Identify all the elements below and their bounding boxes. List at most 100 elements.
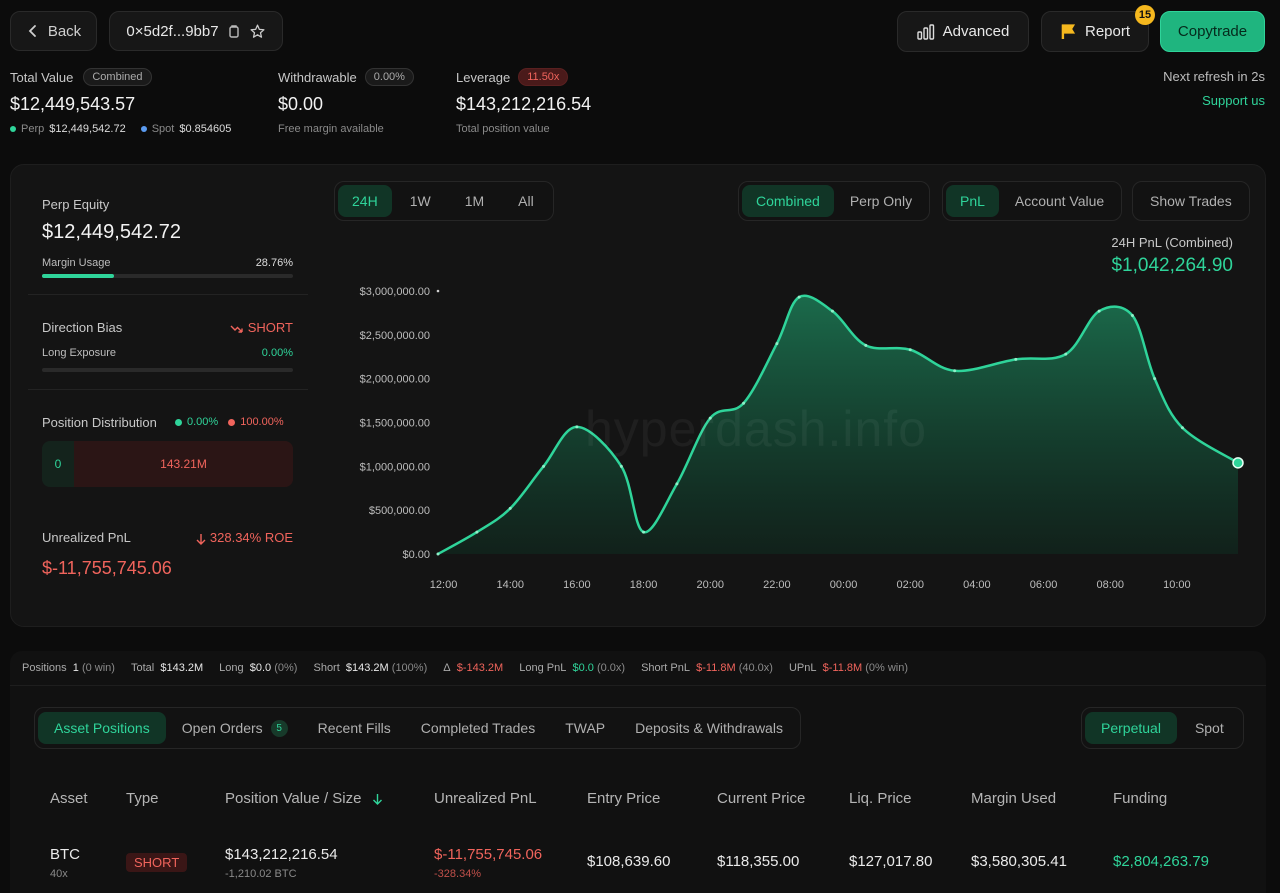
tab-asset-positions[interactable]: Asset Positions	[38, 712, 166, 744]
data-point	[475, 530, 479, 534]
y-axis-marker	[436, 289, 440, 293]
row-entry-price: $108,639.60	[587, 853, 671, 870]
tab-pnl[interactable]: PnL	[946, 185, 999, 217]
data-point	[1097, 309, 1101, 313]
bar-chart-icon	[916, 23, 934, 40]
col-position-value-label: Position Value / Size	[225, 790, 362, 807]
tab-perp-only[interactable]: Perp Only	[849, 193, 913, 209]
perp-equity-value: $12,449,542.72	[42, 221, 182, 243]
spot-value: $0.854605	[179, 123, 232, 135]
perp-value: $12,449,542.72	[49, 123, 126, 135]
long-exposure-label: Long Exposure	[42, 347, 116, 359]
data-point	[1064, 352, 1068, 356]
withdrawable-pill: 0.00%	[364, 68, 414, 86]
tab-all[interactable]: All	[518, 193, 534, 209]
range-tabs: 24H 1W 1M All	[334, 181, 554, 221]
margin-usage-label: Margin Usage	[42, 257, 111, 269]
flag-icon	[1061, 24, 1076, 39]
withdrawable-block: Withdrawable 0.00% $0.00 Free margin ava…	[278, 68, 414, 135]
y-tick-label: $500,000.00	[369, 505, 430, 517]
tab-perpetual[interactable]: Perpetual	[1085, 712, 1177, 744]
x-tick-label: 16:00	[563, 579, 591, 591]
stat-short-label: Short	[313, 662, 340, 674]
position-dist-legend: 0.00% 100.00%	[175, 416, 284, 428]
total-value: $12,449,543.57	[10, 94, 136, 114]
row-asset: BTC	[50, 846, 80, 863]
col-margin-used[interactable]: Margin Used	[971, 790, 1057, 807]
col-unrealized-pnl[interactable]: Unrealized PnL	[434, 790, 537, 807]
tab-deposits-withdrawals[interactable]: Deposits & Withdrawals	[635, 720, 783, 736]
col-current-price[interactable]: Current Price	[717, 790, 806, 807]
data-point	[508, 506, 512, 510]
tab-recent-fills[interactable]: Recent Fills	[317, 720, 391, 736]
leverage-block: Leverage 11.50x $143,212,216.54 Total po…	[456, 68, 591, 135]
x-tick-label: 22:00	[763, 579, 791, 591]
col-entry-price[interactable]: Entry Price	[587, 790, 661, 807]
data-point	[436, 552, 440, 556]
data-point	[575, 425, 579, 429]
stat-shortpnl-label: Short PnL	[641, 662, 690, 674]
sort-desc-icon	[372, 794, 382, 806]
col-asset[interactable]: Asset	[50, 790, 88, 807]
tab-spot[interactable]: Spot	[1194, 720, 1224, 736]
stat-long-value: $0.0	[249, 662, 272, 674]
next-refresh: Next refresh in 2s	[1163, 69, 1265, 84]
show-trades-button[interactable]: Show Trades	[1150, 193, 1232, 209]
stat-delta-value: $-143.2M	[456, 662, 504, 674]
back-label: Back	[47, 22, 82, 40]
stat-upnl-note: (0% win)	[865, 662, 909, 674]
row-funding: $2,804,263.79	[1113, 853, 1209, 870]
direction-bias-label: Direction Bias	[42, 320, 123, 335]
support-link[interactable]: Support us	[1202, 93, 1265, 108]
stat-positions: Positions 1 (0 win)	[22, 662, 115, 674]
data-point	[542, 464, 546, 468]
tab-twap[interactable]: TWAP	[565, 720, 606, 736]
star-icon[interactable]	[249, 23, 266, 40]
perp-label: Perp	[21, 123, 45, 135]
y-tick-label: $1,000,000.00	[360, 461, 430, 473]
address-chip: 0×5d2f...9bb7	[109, 11, 283, 51]
long-dot	[175, 418, 182, 426]
tab-1w[interactable]: 1W	[409, 193, 431, 209]
tab-1m[interactable]: 1M	[464, 193, 485, 209]
leverage-label: Leverage	[456, 69, 511, 85]
tab-combined[interactable]: Combined	[742, 185, 834, 217]
stat-longpnl-label: Long PnL	[519, 662, 567, 674]
col-position-value[interactable]: Position Value / Size	[225, 790, 383, 807]
data-point[interactable]	[1232, 457, 1244, 469]
copytrade-button[interactable]: Copytrade	[1160, 11, 1265, 52]
total-value-label: Total Value	[10, 69, 74, 85]
col-type[interactable]: Type	[126, 790, 159, 807]
tab-account-value[interactable]: Account Value	[1014, 193, 1105, 209]
perp-equity-label: Perp Equity	[42, 197, 110, 212]
upnl-value: $-11,755,745.06	[42, 558, 172, 578]
chart-summary-label: 24H PnL (Combined)	[1111, 235, 1233, 250]
combined-pill: Combined	[83, 68, 152, 86]
divider	[28, 294, 308, 295]
col-liq-price[interactable]: Liq. Price	[849, 790, 912, 807]
report-button[interactable]: Report	[1041, 11, 1149, 52]
divider	[28, 389, 308, 390]
stat-shortpnl-note: (40.0x)	[738, 662, 773, 674]
upnl-roe: 328.34% ROE	[173, 530, 293, 545]
pnl-area	[438, 295, 1238, 554]
pnl-chart[interactable]: $3,000,000.00 $2,500,000.00 $2,000,000.00 $…	[0, 0, 1280, 640]
row-upnl-pct: -328.34%	[434, 868, 482, 880]
tab-open-orders[interactable]: Open Orders 5	[168, 712, 302, 744]
long-exposure-value: 0.00%	[261, 347, 293, 359]
stat-short-value: $143.2M	[345, 662, 389, 674]
copy-icon[interactable]	[227, 24, 241, 39]
advanced-button[interactable]: Advanced	[897, 11, 1029, 52]
tab-24h[interactable]: 24H	[338, 185, 392, 217]
margin-usage-fill	[42, 274, 115, 278]
tab-completed-trades[interactable]: Completed Trades	[420, 720, 536, 736]
stat-short-pnl: Short PnL $-11.8M (40.0x)	[641, 662, 773, 674]
col-funding[interactable]: Funding	[1113, 790, 1168, 807]
back-button[interactable]: Back	[10, 11, 97, 51]
data-point	[953, 369, 957, 373]
x-tick-label: 14:00	[496, 579, 524, 591]
row-size: -1,210.02 BTC	[225, 868, 297, 880]
dist-short-segment: 143.21M	[74, 441, 293, 487]
row-margin-used: $3,580,305.41	[971, 853, 1067, 870]
stat-total-value: $143.2M	[160, 662, 204, 674]
